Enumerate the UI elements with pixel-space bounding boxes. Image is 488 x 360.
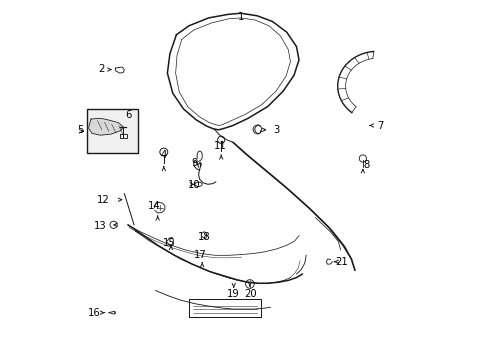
Text: 4: 4 xyxy=(161,150,166,160)
Polygon shape xyxy=(88,118,123,135)
Text: 13: 13 xyxy=(94,221,106,231)
Bar xyxy=(86,109,137,153)
Text: 19: 19 xyxy=(227,289,240,299)
Text: 14: 14 xyxy=(147,201,160,211)
Text: 12: 12 xyxy=(97,195,110,205)
Text: 15: 15 xyxy=(163,238,175,248)
Text: 5: 5 xyxy=(77,125,83,135)
Text: 10: 10 xyxy=(187,180,200,190)
Text: 11: 11 xyxy=(213,141,226,151)
Text: 20: 20 xyxy=(244,289,257,299)
Text: 17: 17 xyxy=(194,249,207,260)
Text: 3: 3 xyxy=(273,125,279,135)
Text: 2: 2 xyxy=(98,64,104,74)
Text: 16: 16 xyxy=(88,308,101,318)
Text: 7: 7 xyxy=(377,121,383,131)
Polygon shape xyxy=(115,67,124,73)
Text: 6: 6 xyxy=(124,111,131,121)
Text: 9: 9 xyxy=(191,158,198,168)
Text: 18: 18 xyxy=(198,232,210,242)
Text: 8: 8 xyxy=(363,160,369,170)
Text: 21: 21 xyxy=(335,257,348,267)
Text: 1: 1 xyxy=(237,12,244,22)
